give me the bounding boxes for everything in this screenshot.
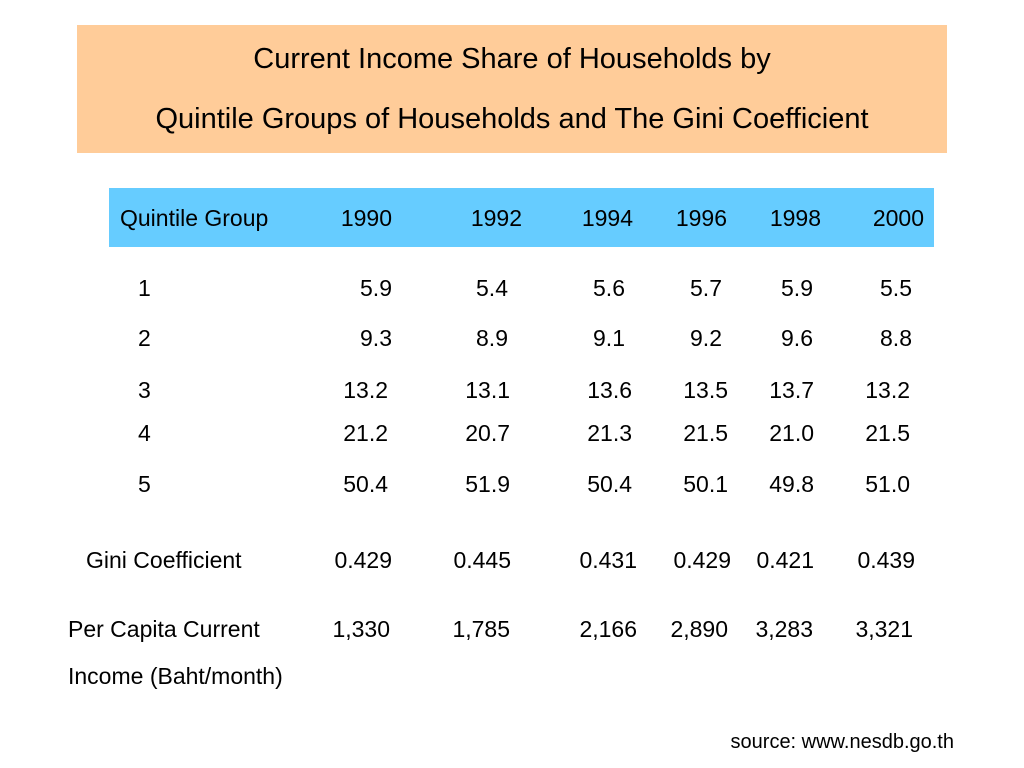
income-1990: 1,330: [332, 616, 390, 642]
header-year-1996: 1996: [675, 205, 727, 231]
income-label-line-1: Per Capita Current: [68, 616, 260, 642]
row-4-group: 4: [138, 420, 151, 446]
gini-1996: 0.429: [673, 547, 731, 573]
row-5-1994: 50.4: [587, 471, 632, 497]
row-2-1996: 9.2: [690, 325, 722, 351]
row-3-1990: 13.2: [343, 377, 388, 403]
table-header-bar: [109, 188, 934, 247]
title-line-1: Current Income Share of Households by: [253, 43, 771, 75]
income-1994: 2,166: [579, 616, 637, 642]
row-1-1998: 5.9: [781, 275, 813, 301]
header-year-1998: 1998: [769, 205, 821, 231]
gini-1992: 0.445: [453, 547, 511, 573]
row-2-group: 2: [138, 325, 151, 351]
row-4-1996: 21.5: [683, 420, 728, 446]
source-note: source: www.nesdb.go.th: [730, 731, 954, 753]
row-4-1998: 21.0: [769, 420, 814, 446]
header-quintile-group: Quintile Group: [120, 205, 269, 231]
income-1998: 3,283: [755, 616, 813, 642]
title-box: Current Income Share of Households by Qu…: [77, 25, 947, 153]
header-year-2000: 2000: [872, 205, 924, 231]
gini-1990: 0.429: [334, 547, 392, 573]
row-3-1998: 13.7: [769, 377, 814, 403]
row-1-1994: 5.6: [593, 275, 625, 301]
row-3-1996: 13.5: [683, 377, 728, 403]
row-5-1998: 49.8: [769, 471, 814, 497]
income-2000: 3,321: [855, 616, 913, 642]
row-2-2000: 8.8: [880, 325, 912, 351]
row-2-1998: 9.6: [781, 325, 813, 351]
row-3-1992: 13.1: [465, 377, 510, 403]
title-line-2: Quintile Groups of Households and The Gi…: [155, 103, 869, 135]
row-4-1992: 20.7: [465, 420, 510, 446]
gini-1994: 0.431: [579, 547, 637, 573]
row-1-1990: 5.9: [360, 275, 392, 301]
row-5-1996: 50.1: [683, 471, 728, 497]
row-1-group: 1: [138, 275, 151, 301]
header-year-1990: 1990: [340, 205, 392, 231]
header-year-1992: 1992: [470, 205, 522, 231]
row-2-1994: 9.1: [593, 325, 625, 351]
row-3-group: 3: [138, 377, 151, 403]
header-year-1994: 1994: [581, 205, 633, 231]
row-3-1994: 13.6: [587, 377, 632, 403]
gini-label: Gini Coefficient: [86, 547, 242, 573]
row-4-1994: 21.3: [587, 420, 632, 446]
row-3-2000: 13.2: [865, 377, 910, 403]
income-label-line-2: Income (Baht/month): [68, 663, 283, 689]
row-5-1992: 51.9: [465, 471, 510, 497]
row-4-2000: 21.5: [865, 420, 910, 446]
gini-1998: 0.421: [756, 547, 814, 573]
row-1-1992: 5.4: [476, 275, 508, 301]
row-5-2000: 51.0: [865, 471, 910, 497]
income-1996: 2,890: [670, 616, 728, 642]
row-2-1992: 8.9: [476, 325, 508, 351]
row-1-2000: 5.5: [880, 275, 912, 301]
row-1-1996: 5.7: [690, 275, 722, 301]
row-4-1990: 21.2: [343, 420, 388, 446]
row-5-group: 5: [138, 471, 151, 497]
row-2-1990: 9.3: [360, 325, 392, 351]
row-5-1990: 50.4: [343, 471, 388, 497]
income-1992: 1,785: [452, 616, 510, 642]
gini-2000: 0.439: [857, 547, 915, 573]
